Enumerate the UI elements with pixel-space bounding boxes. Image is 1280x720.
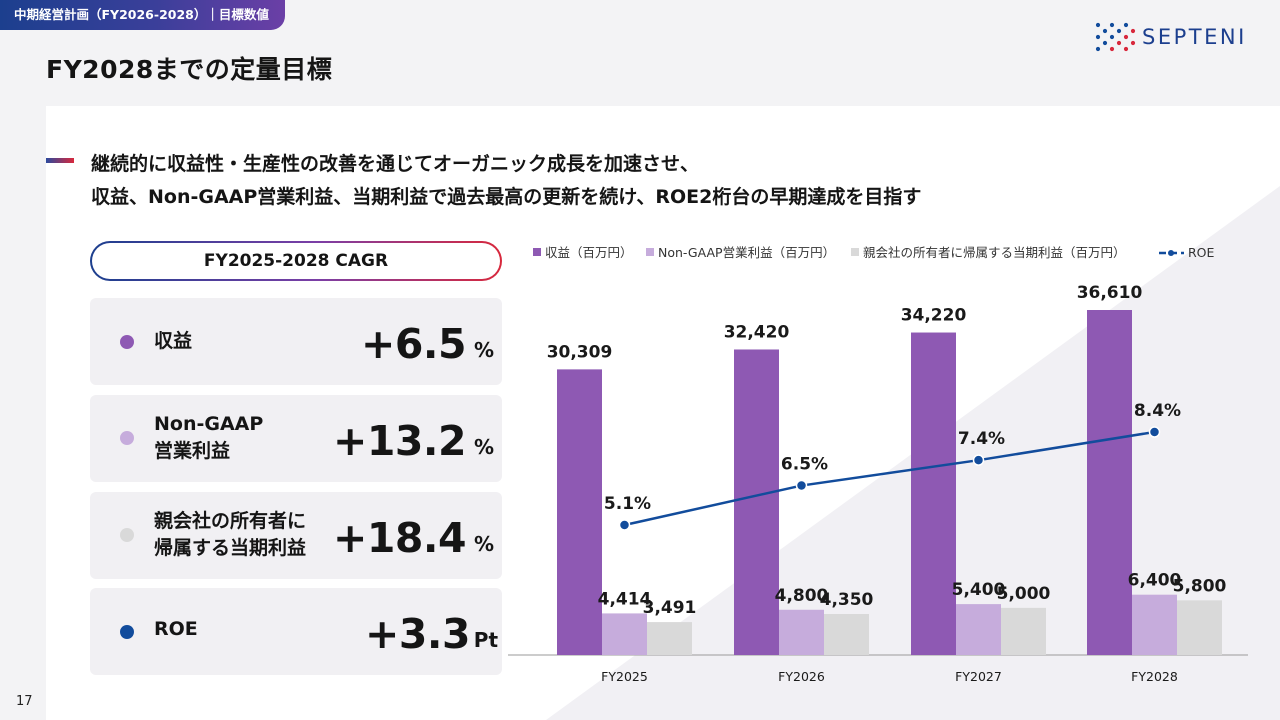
legend-label: 親会社の所有者に帰属する当期利益（百万円） <box>863 245 1126 260</box>
logo-dot <box>1102 40 1108 46</box>
legend-swatch <box>851 248 859 256</box>
bar-net-income <box>1177 600 1222 655</box>
cagr-label-line: 帰属する当期利益 <box>154 537 307 559</box>
bar-net-income <box>647 622 692 655</box>
legend-label: 収益（百万円） <box>545 245 633 260</box>
cagr-label-line: 収益 <box>154 330 193 352</box>
bar-value-label: 4,414 <box>598 589 652 609</box>
cagr-card-label: 収益 <box>154 328 192 355</box>
bar-non-gaap <box>1132 594 1177 655</box>
bar-revenue <box>557 369 602 655</box>
legend-swatch <box>533 248 541 256</box>
logo-dot <box>1095 34 1101 40</box>
logo-dot <box>1116 40 1122 46</box>
bar-value-label: 6,400 <box>1128 571 1182 591</box>
legend-label: Non-GAAP営業利益（百万円） <box>658 245 835 260</box>
logo-dot <box>1130 40 1136 46</box>
net-income-dot-icon <box>120 528 134 542</box>
bar-value-label: 32,420 <box>724 322 790 342</box>
bar-revenue <box>1087 310 1132 655</box>
logo-dot <box>1123 46 1129 52</box>
roe-point <box>795 479 808 492</box>
bar-net-income <box>1001 607 1046 655</box>
bar-value-label: 34,220 <box>901 306 967 326</box>
logo-dot <box>1116 28 1122 34</box>
logo-dot <box>1130 28 1136 34</box>
logo-dot <box>1095 22 1101 28</box>
cagr-value: +18.4 <box>332 514 467 562</box>
logo-dot <box>1095 46 1101 52</box>
cagr-label-line: Non-GAAP <box>154 413 264 435</box>
logo-dot <box>1102 28 1108 34</box>
logo-dot <box>1109 34 1115 40</box>
revenue-dot-icon <box>120 335 134 349</box>
bar-value-label: 5,400 <box>952 580 1006 600</box>
bar-value-label: 36,610 <box>1077 283 1143 303</box>
cagr-unit: % <box>473 338 494 362</box>
lead-accent-bar <box>46 158 74 163</box>
bar-value-label: 5,800 <box>1173 576 1227 596</box>
bar-value-label: 4,350 <box>820 590 874 610</box>
x-tick-label: FY2025 <box>601 669 648 684</box>
logo-dot <box>1123 34 1129 40</box>
cagr-value: +3.3 <box>365 610 470 658</box>
cagr-label-line: ROE <box>154 618 198 640</box>
section-tag: 中期経営計画（FY2026-2028）｜目標数値 <box>0 0 285 30</box>
roe-point <box>972 454 985 466</box>
page-title: FY2028までの定量目標 <box>46 55 333 84</box>
cagr-value: +6.5 <box>361 320 466 368</box>
bar-revenue <box>734 349 779 655</box>
roe-dot-icon <box>120 625 134 639</box>
bar-value-label: 3,491 <box>643 598 697 618</box>
cagr-card-revenue: 収益 +6.5 % <box>90 298 502 385</box>
bar-value-label: 5,000 <box>997 584 1051 604</box>
roe-point <box>618 519 631 531</box>
logo-text: SEPTENI <box>1142 25 1247 49</box>
cagr-card-label: 親会社の所有者に 帰属する当期利益 <box>154 508 306 562</box>
cagr-label-line: 親会社の所有者に <box>154 510 307 532</box>
roe-line <box>624 430 1155 527</box>
cagr-value: +13.2 <box>332 417 467 465</box>
lead-line-1: 継続的に収益性・生産性の改善を通じてオーガニック成長を加速させ、 <box>91 153 700 175</box>
bar-revenue <box>911 332 956 655</box>
cagr-heading: FY2025-2028 CAGR <box>90 241 502 281</box>
cagr-card-label: Non-GAAP 営業利益 <box>154 411 263 465</box>
logo-dot <box>1109 46 1115 52</box>
cagr-label-line: 営業利益 <box>154 440 231 462</box>
x-tick-label: FY2028 <box>1131 669 1178 684</box>
roe-value-label: 8.4% <box>1134 401 1181 421</box>
page-number: 17 <box>16 694 33 709</box>
roe-point <box>1148 426 1161 438</box>
bar-non-gaap <box>602 613 647 655</box>
roe-value-label: 5.1% <box>604 494 651 514</box>
cagr-card-roe: ROE +3.3 Pt <box>90 588 502 675</box>
cagr-unit: Pt <box>473 628 498 652</box>
cagr-card-label: ROE <box>154 616 198 643</box>
cagr-unit: % <box>473 532 494 556</box>
x-tick-label: FY2027 <box>955 669 1002 684</box>
cagr-card-non-gaap: Non-GAAP 営業利益 +13.2 % <box>90 395 502 482</box>
roe-value-label: 7.4% <box>958 429 1005 449</box>
lead-statement: 継続的に収益性・生産性の改善を通じてオーガニック成長を加速させ、 収益、Non-… <box>91 148 921 214</box>
bar-non-gaap <box>779 609 824 655</box>
cagr-card-net-income: 親会社の所有者に 帰属する当期利益 +18.4 % <box>90 492 502 579</box>
bar-non-gaap <box>956 604 1001 655</box>
legend-label: ROE <box>1188 245 1215 260</box>
bar-net-income <box>824 614 869 655</box>
logo-dot <box>1109 22 1115 28</box>
lead-line-2: 収益、Non-GAAP営業利益、当期利益で過去最高の更新を続け、ROE2桁台の早… <box>91 186 922 208</box>
logo-dots-icon <box>1095 22 1136 52</box>
bar-value-label: 30,309 <box>547 342 613 362</box>
legend-swatch <box>646 248 654 256</box>
logo-dot <box>1123 22 1129 28</box>
bar-value-label: 4,800 <box>775 586 829 606</box>
roe-value-label: 6.5% <box>781 455 828 475</box>
legend-marker <box>1168 250 1174 256</box>
company-logo: SEPTENI <box>1094 21 1247 53</box>
non-gaap-dot-icon <box>120 431 134 445</box>
cagr-unit: % <box>473 435 494 459</box>
x-tick-label: FY2026 <box>778 669 825 684</box>
